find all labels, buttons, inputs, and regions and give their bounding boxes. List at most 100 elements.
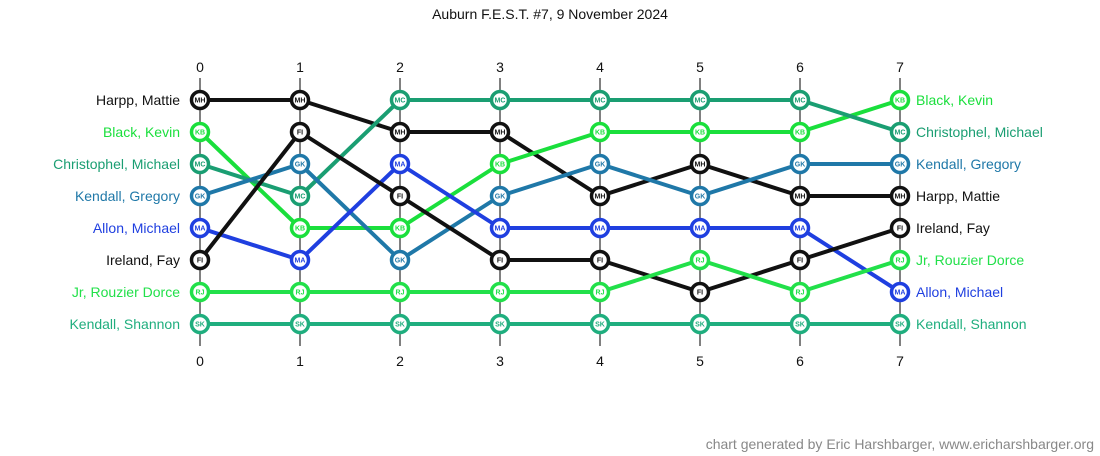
node-initials: SK [895,322,905,329]
rank-node [189,89,211,111]
node-initials: RJ [596,290,605,297]
node-initials: RJ [496,290,505,297]
node-initials: KB [195,130,205,137]
rank-node [789,217,811,239]
round-tick-bottom: 1 [296,353,304,369]
node-initials: GK [395,258,406,265]
round-tick-bottom: 4 [596,353,604,369]
rank-node [589,185,611,207]
series-line [198,130,901,294]
node-initials: KB [295,226,305,233]
round-tick-top: 5 [696,59,704,75]
start-label: Black, Kevin [103,124,180,140]
node-initials: RJ [696,258,705,265]
rank-node [789,313,811,335]
round-tick-bottom: 0 [196,353,204,369]
end-label: Harpp, Mattie [916,188,1000,204]
rank-node [389,89,411,111]
node-initials: KB [595,130,605,137]
round-tick-bottom: 6 [796,353,804,369]
rank-node [289,185,311,207]
node-initials: GK [595,162,606,169]
node-initials: FI [597,258,603,265]
node-initials: SK [595,322,605,329]
rank-node [289,153,311,175]
node-initials: MA [195,226,206,233]
node-initials: KB [895,98,905,105]
rank-node [789,281,811,303]
node-initials: KB [695,130,705,137]
node-initials: MA [395,162,406,169]
rank-node [789,89,811,111]
rank-node [889,249,911,271]
node-initials: MC [195,162,206,169]
node-initials: FI [397,194,403,201]
rank-node [389,313,411,335]
node-initials: FI [897,226,903,233]
rank-node [689,185,711,207]
rank-node [689,249,711,271]
node-initials: MC [595,98,606,105]
node-initials: MC [495,98,506,105]
end-label: Allon, Michael [916,284,1003,300]
round-tick-top: 4 [596,59,604,75]
end-label: Ireland, Fay [916,220,990,236]
round-tick-top: 6 [796,59,804,75]
node-initials: MH [295,98,306,105]
node-initials: MA [595,226,606,233]
rank-node [789,153,811,175]
node-initials: MA [895,290,906,297]
node-initials: MC [295,194,306,201]
node-initials: GK [295,162,306,169]
rank-node [889,153,911,175]
credit-text: chart generated by Eric Harshbarger, www… [705,436,1094,452]
node-initials: MH [195,98,206,105]
rank-node [589,153,611,175]
start-label: Jr, Rouzier Dorce [72,284,180,300]
series-line [199,162,902,294]
node-initials: RJ [796,290,805,297]
rank-node [289,281,311,303]
node-initials: FI [797,258,803,265]
rank-node [389,153,411,175]
round-tick-bottom: 3 [496,353,504,369]
node-initials: MH [495,130,506,137]
rank-node [289,89,311,111]
rank-node [689,121,711,143]
node-initials: GK [495,194,506,201]
end-label: Black, Kevin [916,92,993,108]
rank-node [189,249,211,271]
node-initials: SK [495,322,505,329]
series-line [200,98,900,198]
end-label: Kendall, Shannon [916,316,1027,332]
rank-node [589,313,611,335]
rank-node [589,281,611,303]
rank-node [489,217,511,239]
round-tick-top: 1 [296,59,304,75]
node-initials: MA [295,258,306,265]
node-initials: SK [395,322,405,329]
rank-node [489,89,511,111]
end-label: Kendall, Gregory [916,156,1021,172]
rank-node [389,217,411,239]
start-label: Kendall, Gregory [75,188,180,204]
node-initials: MH [695,162,706,169]
node-initials: MH [795,194,806,201]
rank-node [889,89,911,111]
rank-node [189,313,211,335]
rank-node [589,217,611,239]
rank-node [289,217,311,239]
node-initials: RJ [896,258,905,265]
rank-node [489,121,511,143]
node-initials: MC [795,98,806,105]
node-initials: RJ [196,290,205,297]
rank-node [589,121,611,143]
round-tick-bottom: 5 [696,353,704,369]
node-initials: FI [497,258,503,265]
rank-node [889,281,911,303]
node-initials: SK [695,322,705,329]
start-label: Ireland, Fay [106,252,180,268]
rank-node [689,153,711,175]
rank-node [489,281,511,303]
